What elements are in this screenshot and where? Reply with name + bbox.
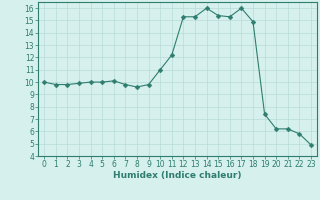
X-axis label: Humidex (Indice chaleur): Humidex (Indice chaleur) [113, 171, 242, 180]
